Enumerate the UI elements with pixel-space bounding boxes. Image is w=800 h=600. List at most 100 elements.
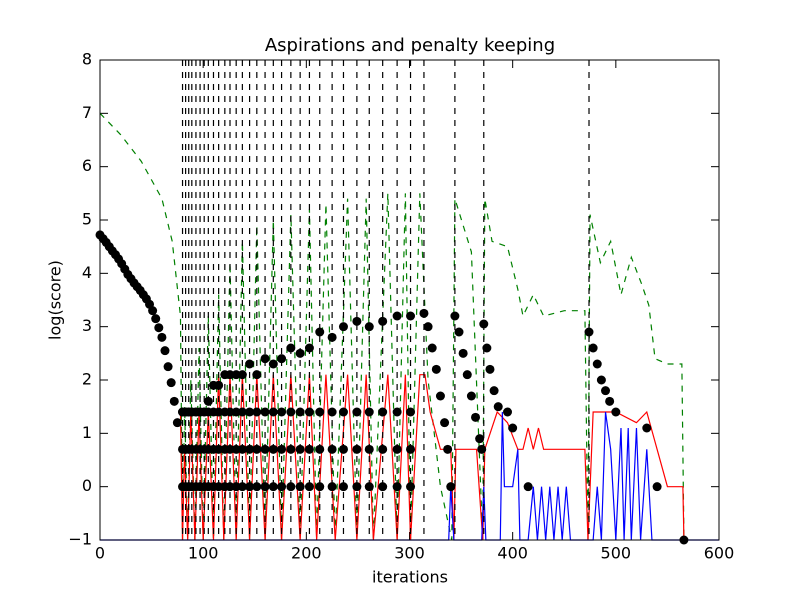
point [378,316,388,326]
point [652,482,662,492]
point [479,319,489,329]
point [352,316,362,326]
point [286,407,296,417]
point [454,327,464,337]
point [477,444,487,454]
y-tick-label: 6 [82,156,92,175]
point [237,444,247,454]
point [440,418,450,428]
point [601,386,611,396]
point [225,482,235,492]
point [364,322,374,332]
point [462,370,472,380]
point [338,444,348,454]
point [352,482,362,492]
point [489,386,499,396]
point [268,359,278,369]
point [315,407,325,417]
point [406,482,416,492]
point [503,407,513,417]
point [214,482,224,492]
y-tick-label: 0 [82,476,92,495]
y-tick-label: 4 [82,263,92,282]
y-tick-label: 5 [82,210,92,229]
point [268,407,278,417]
point [485,364,495,374]
point [378,407,388,417]
point [172,418,182,428]
point [157,332,167,342]
point [260,354,270,364]
point [611,407,621,417]
point [406,407,416,417]
y-tick-label: 8 [82,50,92,69]
point [277,407,287,417]
plot-frame [99,59,720,541]
point [245,407,255,417]
point [160,346,170,356]
point [237,482,247,492]
point [475,434,485,444]
point [327,444,337,454]
point [364,482,374,492]
x-tick-label: 100 [188,544,219,563]
point [304,444,314,454]
point [482,343,492,353]
point [471,412,481,422]
point [642,423,652,433]
point [378,482,388,492]
point [295,444,305,454]
point [446,482,456,492]
point [295,482,305,492]
point [260,444,270,454]
point [252,370,262,380]
point [392,482,402,492]
point [245,359,255,369]
point [493,402,503,412]
point [225,444,235,454]
point [151,314,161,324]
x-tick-label: 400 [497,544,528,563]
x-axis-label: iterations [372,568,448,587]
x-tick-label: 600 [704,544,735,563]
point [419,308,429,318]
point [237,370,247,380]
point [378,444,388,454]
point [392,444,402,454]
point [295,348,305,358]
point [214,444,224,454]
y-tick-label: 2 [82,370,92,389]
point [364,444,374,454]
point [231,482,241,492]
point [592,359,602,369]
point [327,407,337,417]
point [277,444,287,454]
point [277,354,287,364]
point [364,407,374,417]
x-tick-label: 0 [95,544,105,563]
point [237,407,247,417]
point [295,407,305,417]
point [466,391,476,401]
x-tick-label: 300 [394,544,425,563]
point [148,306,158,316]
y-tick-label: 1 [82,423,92,442]
chart-title: Aspirations and penalty keeping [265,35,555,56]
point [286,482,296,492]
point [231,370,241,380]
point [423,322,433,332]
y-tick-label: 7 [82,103,92,122]
point [304,407,314,417]
point [338,407,348,417]
point [458,348,468,358]
point [225,407,235,417]
point [268,482,278,492]
point [252,482,262,492]
x-tick-label: 500 [601,544,632,563]
point [327,332,337,342]
point [596,375,606,385]
y-tick-label: −1 [68,530,92,549]
point [338,322,348,332]
